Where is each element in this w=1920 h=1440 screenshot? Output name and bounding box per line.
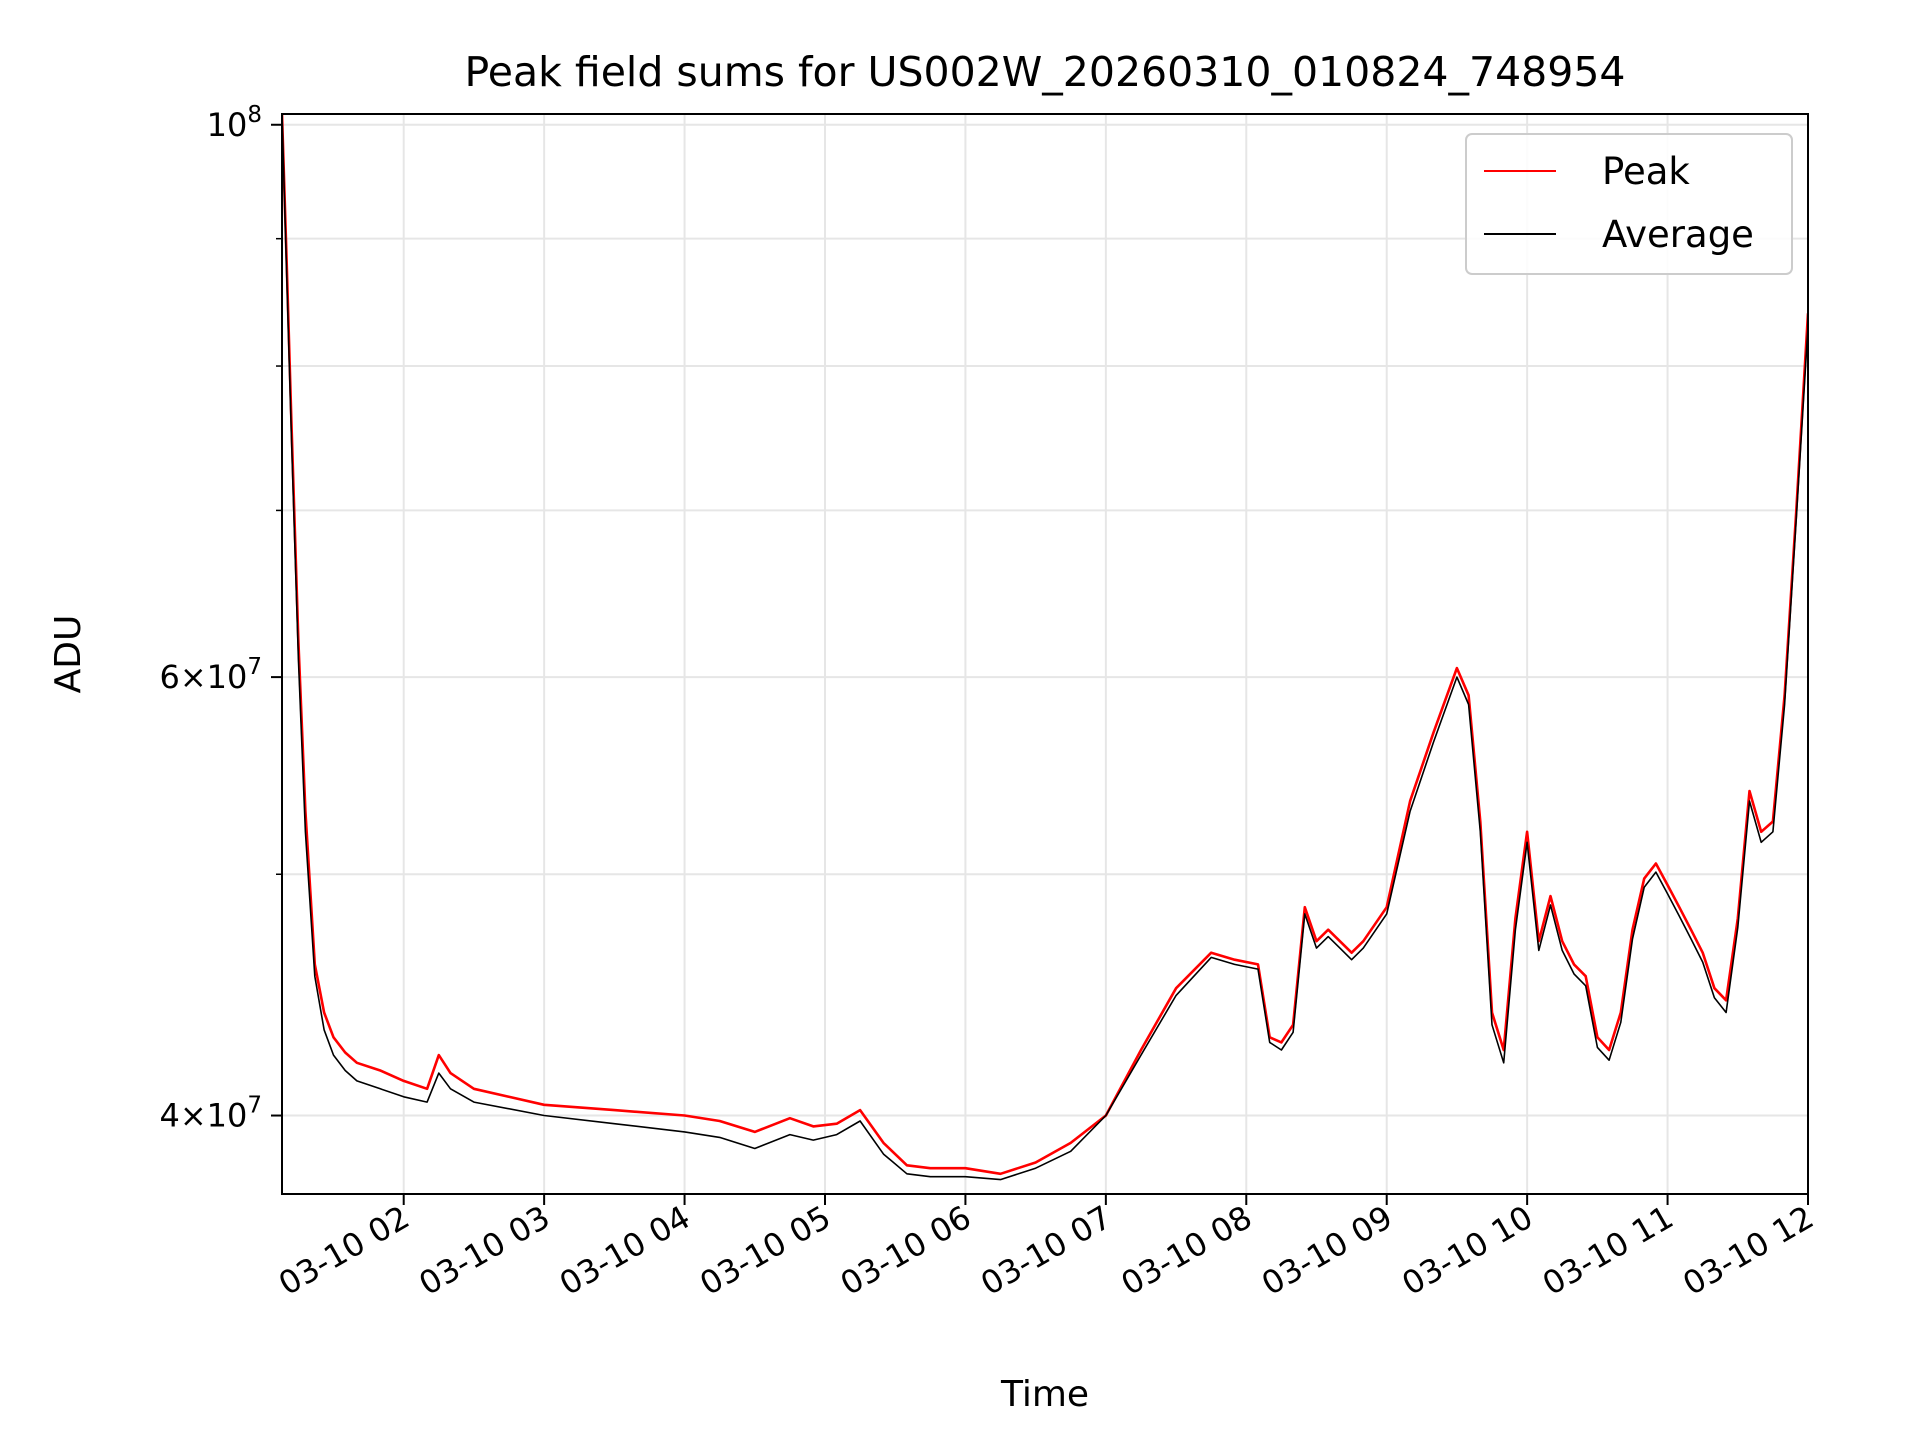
y-axis-label: ADU: [48, 615, 89, 694]
legend-label-average: Average: [1602, 213, 1754, 256]
y-tick-label: 108: [207, 102, 262, 144]
chart-title: Peak field sums for US002W_20260310_0108…: [464, 48, 1625, 96]
x-axis-label: Time: [1000, 1374, 1089, 1415]
legend: Peak Average: [1465, 133, 1793, 275]
y-axis: 4×107 6×107 108: [159, 102, 282, 1135]
legend-label-peak: Peak: [1602, 150, 1690, 193]
y-tick-label: 4×107: [159, 1093, 262, 1135]
y-tick-label: 6×107: [159, 654, 262, 696]
plot-frame: [281, 113, 1809, 1195]
series-layer: [282, 114, 1808, 1181]
legend-box: [1465, 133, 1793, 275]
series-line-average: [282, 114, 1808, 1181]
